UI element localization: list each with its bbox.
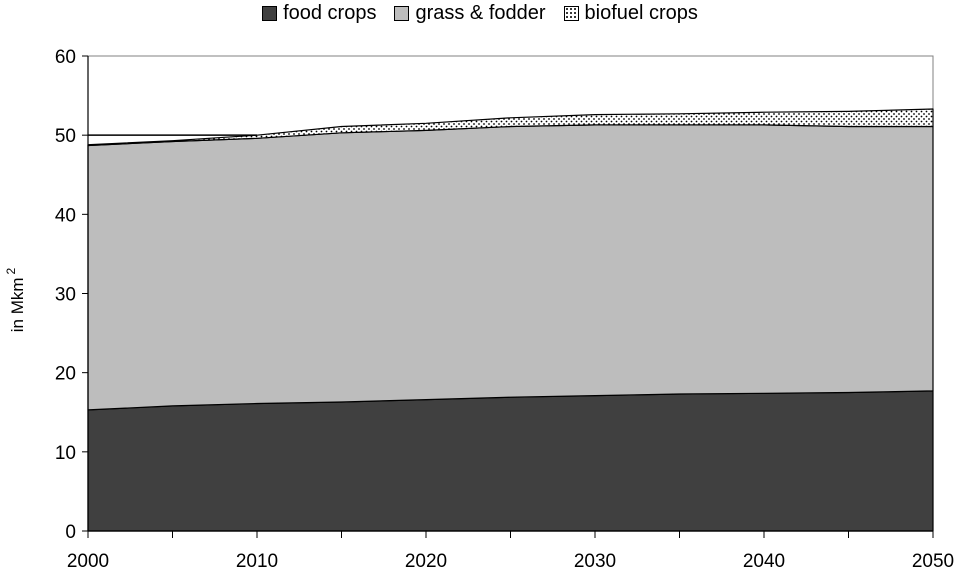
x-tick-label: 2030 — [574, 551, 616, 572]
y-axis-title-superscript: 2 — [4, 267, 18, 274]
area-grass-fodder — [87, 124, 934, 411]
x-tick-label: 2040 — [743, 551, 785, 572]
legend-item-food-crops: food crops — [262, 2, 376, 25]
y-tick-label: 10 — [55, 443, 76, 464]
y-tick-label: 20 — [55, 364, 76, 385]
y-tick-label: 0 — [65, 522, 76, 543]
x-tick-label: 2010 — [236, 551, 278, 572]
y-tick-label: 40 — [55, 205, 76, 226]
x-tick-label: 2050 — [912, 551, 954, 572]
y-axis-title: in Mkm 2 — [4, 267, 27, 332]
y-tick-label: 50 — [55, 126, 76, 147]
legend-swatch-biofuel-crops — [563, 5, 579, 21]
legend-item-grass-fodder: grass & fodder — [394, 1, 546, 25]
y-tick-label: 60 — [55, 47, 76, 68]
area-food-crops — [87, 390, 934, 532]
legend: food crops grass & fodder biofuel crops — [0, 0, 960, 26]
y-axis-title-text: in Mkm — [8, 277, 27, 332]
x-tick-label: 2000 — [67, 551, 109, 572]
legend-item-biofuel-crops: biofuel crops — [563, 1, 698, 25]
legend-swatch-grass-fodder — [394, 5, 410, 21]
x-tick-label: 2020 — [405, 551, 447, 572]
legend-label-grass-fodder: grass & fodder — [415, 1, 546, 24]
legend-label-biofuel-crops: biofuel crops — [584, 1, 698, 24]
y-tick-label: 30 — [55, 285, 76, 306]
area-biofuel-crops — [87, 108, 934, 147]
legend-label-food-crops: food crops — [283, 1, 377, 24]
legend-swatch-food-crops — [262, 5, 278, 21]
